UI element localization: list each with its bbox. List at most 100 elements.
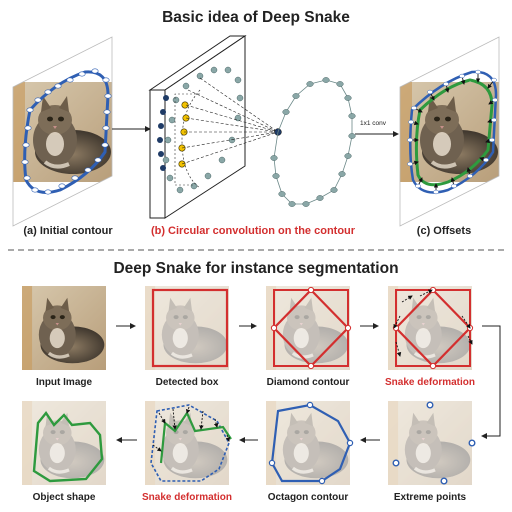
offset-point — [491, 77, 497, 83]
contour-point — [84, 167, 92, 173]
feature-node — [182, 82, 190, 90]
diamond-vertex — [344, 324, 352, 332]
feature-node — [172, 96, 180, 104]
offsets-panel — [399, 36, 500, 227]
offset-point — [459, 73, 465, 79]
octagon-vertex — [268, 459, 276, 467]
feature-node — [166, 174, 174, 182]
diamond-vertex — [270, 324, 278, 332]
octagon-vertex — [306, 401, 314, 409]
contour-point — [21, 159, 29, 165]
contour-point — [58, 183, 66, 189]
panel-8: Object shape — [16, 401, 112, 503]
output-node — [348, 133, 356, 139]
panel-label: Detected box — [156, 377, 219, 388]
panel-7: Snake deformation — [139, 401, 235, 503]
conv-line — [185, 104, 279, 133]
initial-contour-points — [21, 68, 112, 195]
output-node — [272, 173, 280, 179]
deform-arrow — [225, 434, 230, 442]
panel-4: Snake deformation — [382, 286, 478, 388]
feature-node — [234, 76, 242, 84]
diamond-vertex — [429, 362, 437, 370]
deform-arrow — [393, 315, 401, 329]
contour-point — [26, 107, 34, 113]
contour-point — [102, 125, 110, 131]
input-node — [160, 165, 166, 171]
feature-node — [234, 114, 242, 122]
output-node — [306, 81, 314, 87]
contour-point — [23, 175, 31, 181]
deform-arrow — [186, 406, 191, 414]
panel-label: Octagon contour — [268, 492, 349, 503]
offset-point — [467, 173, 473, 179]
panel-1: Input Image — [20, 286, 108, 388]
extreme-point — [468, 439, 476, 447]
circular-conv-nodes — [157, 66, 244, 194]
input-node — [160, 109, 166, 115]
deform-arrow — [467, 335, 473, 345]
initial-contour-panel — [12, 36, 113, 227]
input-node — [158, 151, 164, 157]
contour-point — [31, 187, 39, 193]
feature-node — [164, 136, 172, 144]
pipeline-arrows — [116, 323, 501, 443]
offset-point — [415, 183, 421, 189]
contour-point — [71, 175, 79, 181]
bottom-title: Deep Snake for instance segmentation — [113, 260, 398, 277]
top-title: Basic idea of Deep Snake — [162, 9, 350, 26]
panel-label: Object shape — [33, 492, 96, 503]
offset-point — [408, 119, 414, 125]
feature-node — [176, 186, 184, 194]
caption-initial-contour: (a) Initial contour — [23, 225, 113, 237]
deform-arrow — [419, 289, 433, 297]
contour-point — [22, 142, 30, 148]
deform-arrow — [395, 341, 402, 357]
panel-label: Snake deformation — [142, 492, 232, 503]
output-contour-line — [273, 79, 353, 205]
offset-point — [489, 137, 495, 143]
output-node — [278, 191, 286, 197]
contour-point — [24, 125, 32, 131]
feature-node — [190, 182, 198, 190]
feature-node — [228, 136, 236, 144]
conv-line — [181, 131, 279, 165]
panel-label: Input Image — [36, 377, 93, 388]
feature-map-box — [148, 35, 282, 219]
panel-3: Diamond contour — [260, 286, 356, 388]
contour-point — [44, 89, 52, 95]
offset-point — [407, 161, 413, 167]
output-node — [302, 201, 310, 207]
contour-point — [78, 71, 86, 77]
output-node — [322, 77, 330, 83]
output-node — [288, 201, 296, 207]
feature-node — [204, 172, 212, 180]
deform-arrow — [152, 444, 162, 452]
contour-point — [94, 157, 102, 163]
kernel-window — [174, 93, 200, 186]
caption-offsets: (c) Offsets — [417, 225, 471, 237]
deform-arrow — [461, 315, 471, 329]
panel-label: Snake deformation — [385, 377, 475, 388]
feature-node — [162, 156, 170, 164]
diamond-vertex — [307, 362, 315, 370]
output-node — [338, 171, 346, 177]
contour-point — [102, 77, 110, 83]
feature-node — [168, 116, 176, 124]
panel-5: Extreme points — [382, 401, 478, 503]
input-node — [163, 95, 169, 101]
panel-2: Detected box — [139, 286, 235, 388]
contour-point — [34, 97, 42, 103]
contour-point — [66, 77, 74, 83]
extreme-point — [426, 401, 434, 409]
offset-point — [451, 183, 457, 189]
extreme-point — [440, 477, 448, 485]
caption-circular-conv: (b) Circular convolution on the contour — [151, 225, 356, 237]
octagon-contour — [150, 404, 230, 482]
extreme-point — [392, 459, 400, 467]
octagon-vertex — [346, 439, 354, 447]
pipeline-panels: Input Image Detected box Diamond contour Sn… — [16, 286, 478, 503]
contour-point — [101, 142, 109, 148]
offset-point — [411, 105, 417, 111]
